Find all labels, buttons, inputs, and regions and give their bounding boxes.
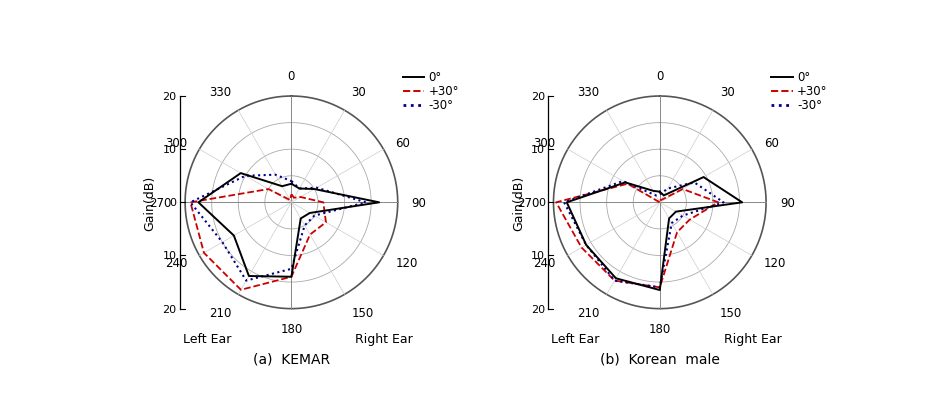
Text: 240: 240 — [165, 256, 187, 269]
Text: 10: 10 — [530, 251, 544, 261]
Text: 0°: 0° — [428, 71, 441, 84]
Text: 240: 240 — [533, 256, 555, 269]
Text: 180: 180 — [280, 323, 302, 336]
Text: 10: 10 — [530, 145, 544, 155]
Text: 0: 0 — [287, 70, 295, 83]
Text: 20: 20 — [162, 304, 176, 314]
Text: 0: 0 — [170, 198, 176, 208]
Text: 120: 120 — [763, 256, 785, 269]
Text: 150: 150 — [351, 307, 374, 319]
Text: -30°: -30° — [428, 99, 453, 112]
Text: 270: 270 — [516, 196, 540, 209]
Text: 20: 20 — [530, 92, 544, 102]
Text: Right Ear: Right Ear — [355, 332, 413, 345]
Text: 30: 30 — [351, 86, 366, 99]
Text: 210: 210 — [577, 307, 599, 319]
Text: Gain(dB): Gain(dB) — [512, 175, 525, 230]
Text: 0: 0 — [655, 70, 663, 83]
Text: 90: 90 — [779, 196, 794, 209]
Text: +30°: +30° — [796, 85, 827, 98]
Text: (b)  Korean  male: (b) Korean male — [599, 351, 719, 365]
Text: 180: 180 — [648, 323, 670, 336]
Text: 60: 60 — [395, 137, 410, 149]
Text: Left Ear: Left Ear — [183, 332, 231, 345]
Text: 120: 120 — [395, 256, 417, 269]
Text: 0: 0 — [538, 198, 544, 208]
Text: 90: 90 — [411, 196, 426, 209]
Text: 330: 330 — [209, 86, 231, 99]
Text: +30°: +30° — [428, 85, 459, 98]
Text: 210: 210 — [209, 307, 231, 319]
Text: 300: 300 — [165, 137, 187, 149]
Text: 30: 30 — [719, 86, 734, 99]
Text: 10: 10 — [162, 251, 176, 261]
Text: 270: 270 — [148, 196, 171, 209]
Text: 10: 10 — [162, 145, 176, 155]
Text: Right Ear: Right Ear — [723, 332, 781, 345]
Text: Gain(dB): Gain(dB) — [144, 175, 157, 230]
Text: 20: 20 — [530, 304, 544, 314]
Text: 0°: 0° — [796, 71, 809, 84]
Text: -30°: -30° — [796, 99, 821, 112]
Text: 20: 20 — [162, 92, 176, 102]
Text: 300: 300 — [533, 137, 555, 149]
Text: (a)  KEMAR: (a) KEMAR — [252, 351, 330, 365]
Text: 330: 330 — [577, 86, 599, 99]
Text: Left Ear: Left Ear — [551, 332, 599, 345]
Text: 60: 60 — [763, 137, 778, 149]
Text: 150: 150 — [719, 307, 742, 319]
